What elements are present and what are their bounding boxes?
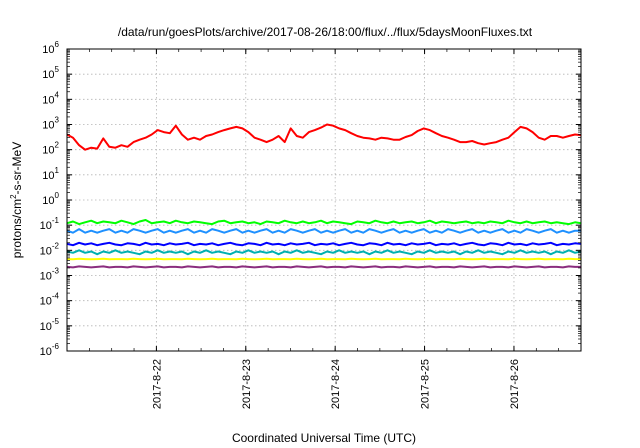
x-axis-label: Coordinated Universal Time (UTC)	[232, 431, 416, 445]
y-tick-base: 10	[40, 245, 52, 257]
grid	[67, 49, 581, 351]
y-tick-base: 10	[40, 346, 52, 358]
y-tick-base: 10	[40, 220, 52, 232]
y-tick-label: 10-6	[40, 342, 60, 358]
x-tick-label: 2017-8-26	[509, 359, 521, 409]
y-tick-base: 10	[42, 69, 54, 81]
y-tick-exponent: 6	[55, 40, 60, 49]
y-tick-base: 10	[42, 145, 54, 157]
series-line-4	[66, 249, 582, 256]
y-tick-label: 10-2	[40, 241, 60, 257]
y-tick-exponent: 2	[55, 141, 60, 150]
x-tick-label: 2017-8-23	[241, 359, 253, 409]
series-line-6	[66, 265, 581, 269]
y-tick-exponent: 4	[55, 90, 60, 99]
y-tick-label: 104	[42, 90, 59, 106]
series-line-0	[66, 123, 582, 151]
x-tick-label: 2017-8-25	[420, 359, 432, 409]
y-tick-exponent: 1	[55, 166, 60, 175]
x-tick-label: 2017-8-22	[151, 359, 163, 409]
series-line-3	[66, 241, 582, 247]
y-tick-label: 10-5	[40, 317, 60, 333]
y-tick-label: 10-4	[40, 292, 60, 308]
series-lines	[66, 123, 582, 269]
y-tick-label: 106	[42, 40, 59, 56]
y-tick-exponent: -2	[52, 241, 60, 250]
y-tick-base: 10	[40, 321, 52, 333]
y-tick-label: 100	[42, 191, 59, 207]
series-line-5	[66, 257, 581, 261]
chart-title: /data/run/goesPlots/archive/2017-08-26/1…	[118, 25, 533, 39]
y-tick-label: 10-3	[40, 267, 60, 283]
y-tick-label: 10-1	[40, 216, 60, 232]
y-tick-label: 102	[42, 141, 59, 157]
y-tick-exponent: -4	[52, 292, 60, 301]
y-tick-exponent: -1	[52, 216, 60, 225]
y-tick-base: 10	[42, 120, 54, 132]
y-tick-base: 10	[42, 170, 54, 182]
y-tick-base: 10	[40, 271, 52, 283]
y-tick-label: 101	[42, 166, 59, 182]
y-tick-base: 10	[42, 94, 54, 106]
x-tick-labels: 2017-8-22 2017-8-23 2017-8-24 2017-8-25 2017…	[66, 49, 582, 409]
y-tick-exponent: 3	[55, 116, 60, 125]
y-tick-label: 105	[42, 65, 59, 81]
y-tick-exponent: 5	[55, 65, 60, 74]
y-tick-exponent: -3	[52, 267, 60, 276]
y-tick-exponent: -5	[52, 317, 60, 326]
y-axis-label-prefix: protons/cm	[10, 199, 24, 258]
y-axis-label-suffix: -s-sr-MeV	[10, 142, 24, 195]
plot-frame	[66, 48, 582, 352]
y-axis-label: protons/cm2-s-sr-MeV	[9, 142, 24, 258]
y-tick-exponent: 0	[55, 191, 60, 200]
series-line-1	[66, 219, 582, 226]
y-axis-label-superscript: 2	[9, 194, 18, 199]
y-tick-label: 103	[42, 116, 59, 132]
y-tick-base: 10	[40, 296, 52, 308]
series-line-2	[66, 228, 581, 234]
y-tick-exponent: -6	[52, 342, 60, 351]
y-tick-base: 10	[42, 195, 54, 207]
y-tick-base: 10	[42, 44, 54, 56]
x-tick-label: 2017-8-24	[330, 359, 342, 409]
